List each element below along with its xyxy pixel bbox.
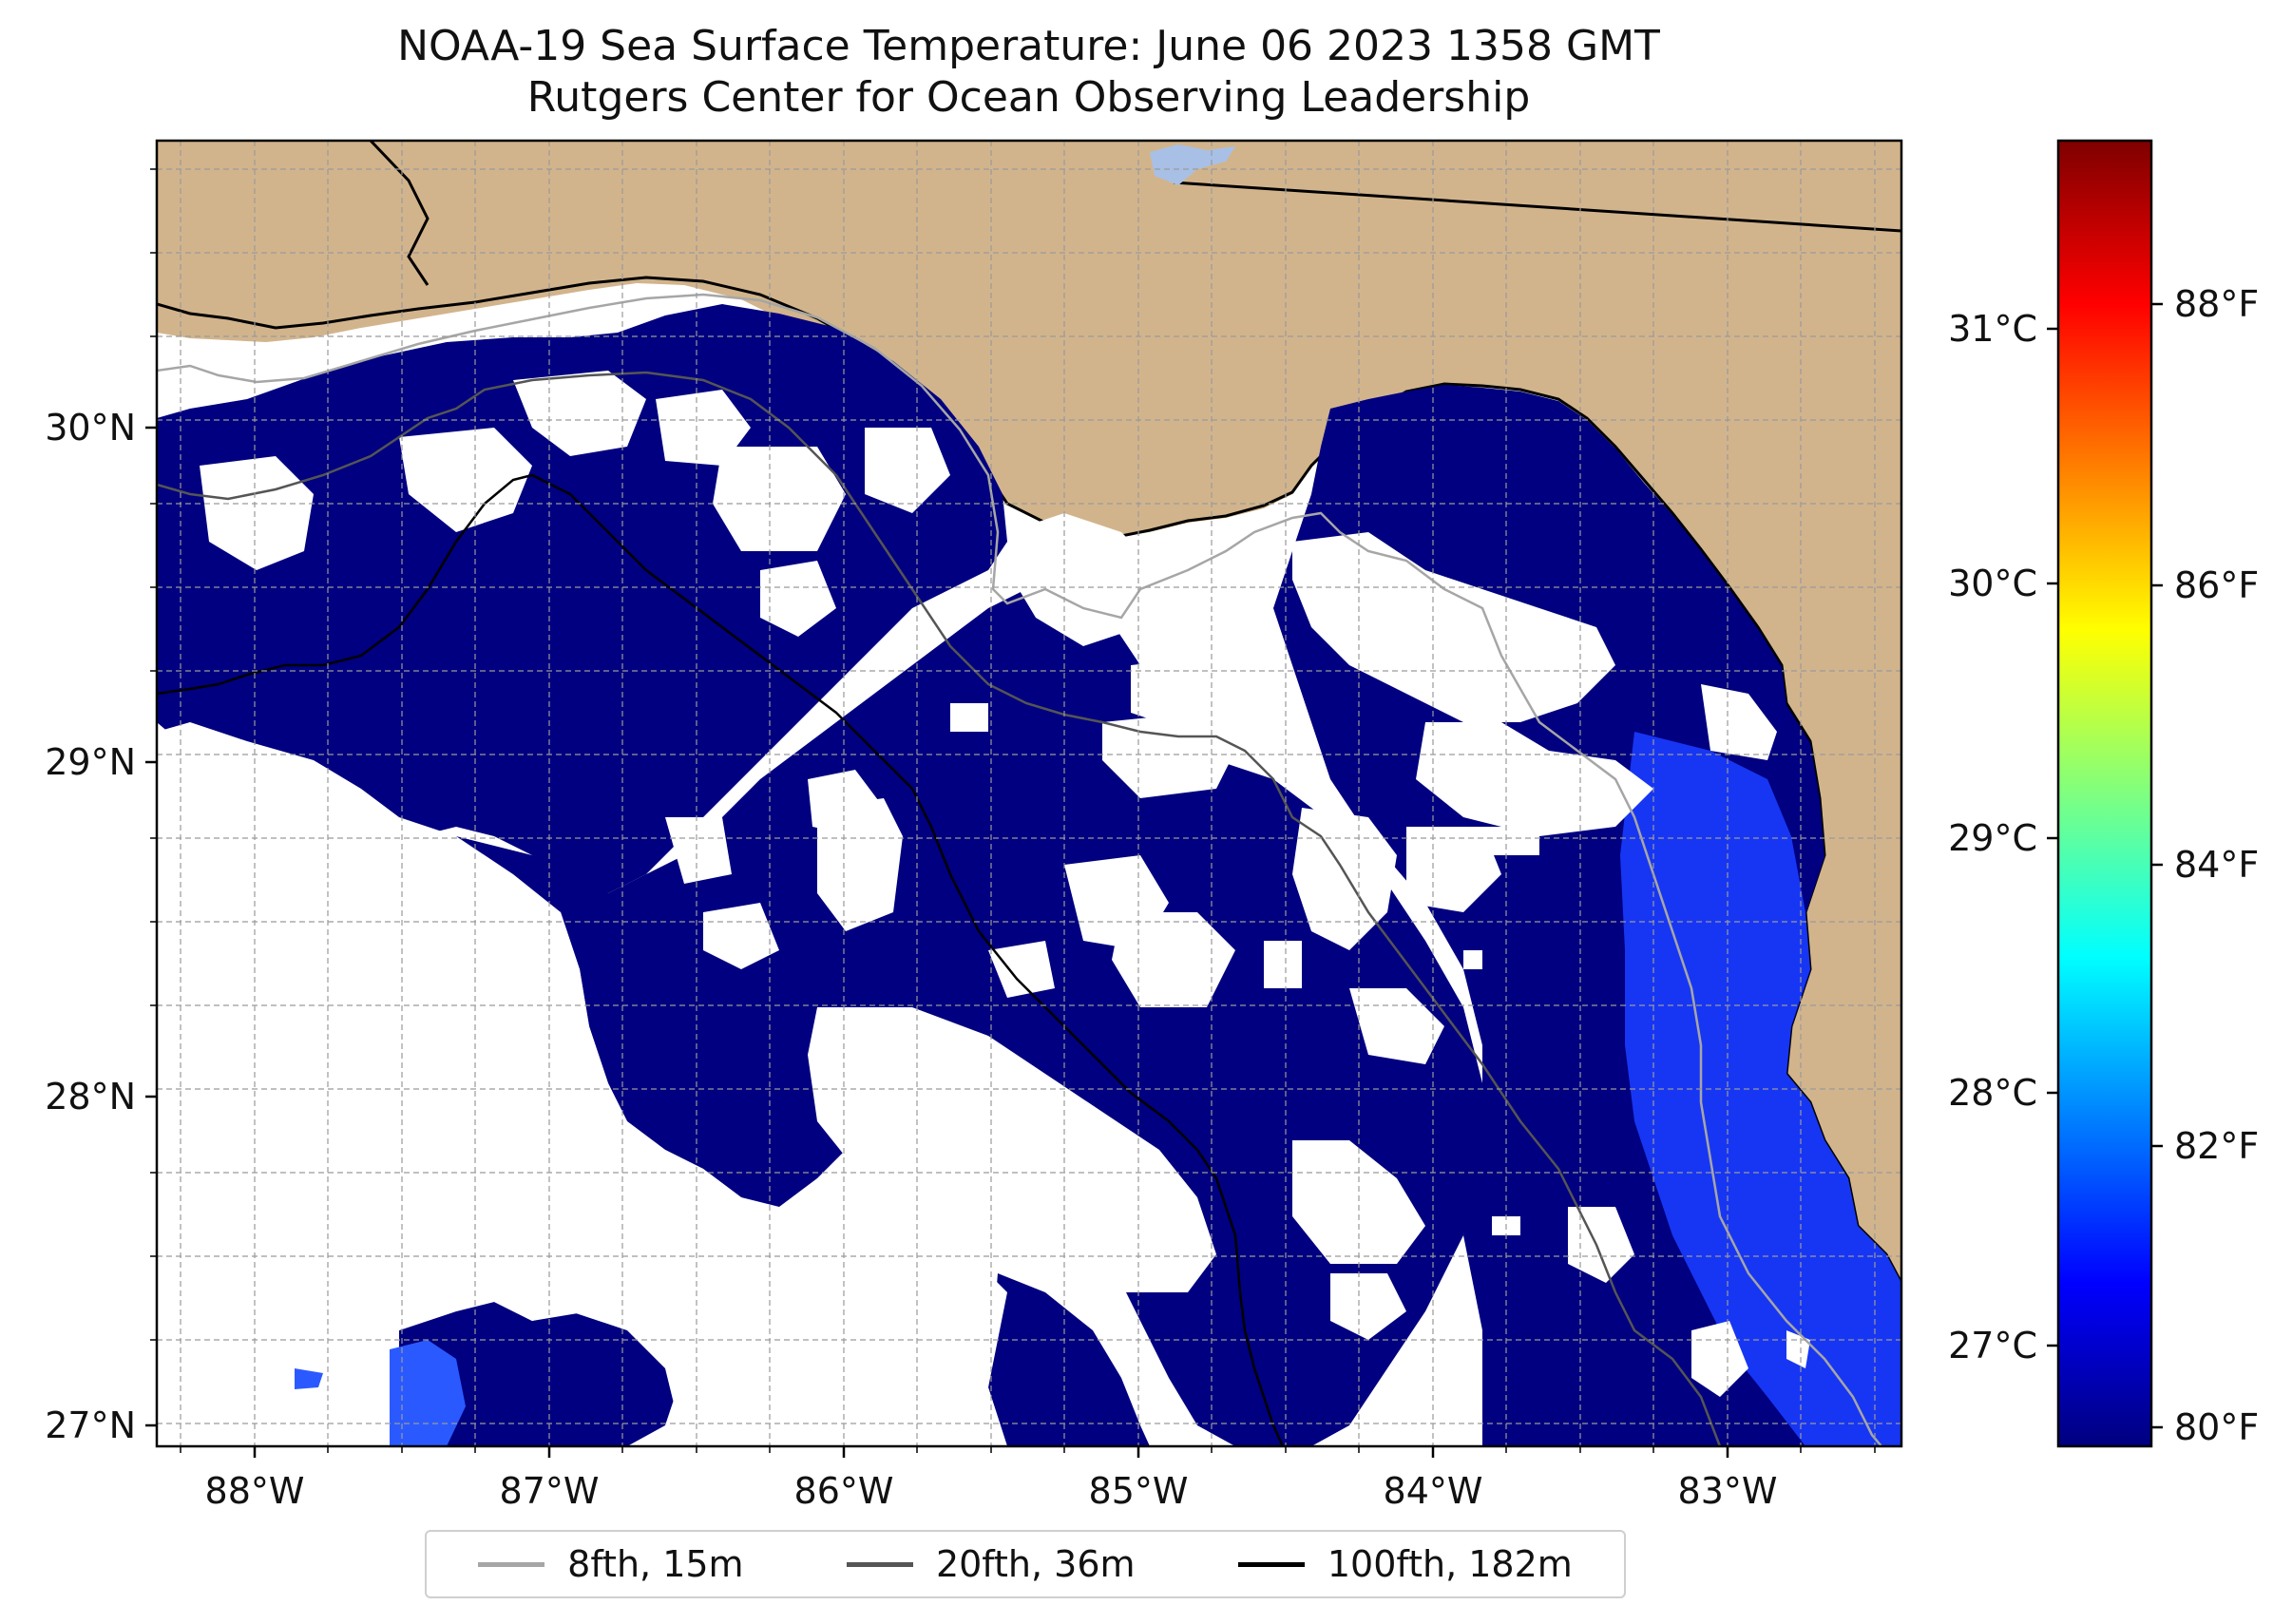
celsius-tick-label: 29°C bbox=[1948, 817, 2037, 859]
x-tick-label: 88°W bbox=[205, 1470, 305, 1512]
y-tick-label: 30°N bbox=[45, 407, 136, 449]
colorbar bbox=[2056, 139, 2153, 1448]
contour-20fth bbox=[157, 371, 1722, 1446]
legend-item-8fth: 8fth, 15m bbox=[478, 1543, 744, 1585]
legend-label: 8fth, 15m bbox=[567, 1543, 744, 1585]
lake bbox=[1150, 144, 1235, 185]
fahrenheit-tick-label: 84°F bbox=[2174, 844, 2259, 886]
celsius-tick-label: 28°C bbox=[1948, 1072, 2037, 1114]
y-tick-label: 28°N bbox=[45, 1076, 136, 1118]
colorbar-fahrenheit-labels: 88°F 86°F 84°F 82°F 80°F bbox=[2174, 283, 2259, 1448]
legend-label: 20fth, 36m bbox=[935, 1543, 1136, 1585]
colorbar-fahrenheit-ticks bbox=[2151, 302, 2163, 1429]
contour-legend: 8fth, 15m 20fth, 36m 100fth, 182m bbox=[425, 1530, 1626, 1598]
y-axis-labels: 30°N 29°N 28°N 27°N bbox=[45, 407, 136, 1446]
legend-label: 100fth, 182m bbox=[1327, 1543, 1573, 1585]
title-line-1: NOAA-19 Sea Surface Temperature: June 06… bbox=[397, 22, 1660, 70]
state-border-al bbox=[369, 141, 430, 286]
contour-8fth bbox=[157, 293, 1882, 1446]
map-area bbox=[157, 141, 1901, 1446]
celsius-tick-label: 27°C bbox=[1948, 1325, 2037, 1366]
y-axis-ticks bbox=[145, 426, 157, 1427]
contour-100fth bbox=[157, 473, 1285, 1446]
x-tick-label: 83°W bbox=[1678, 1470, 1778, 1512]
x-axis-ticks bbox=[253, 1446, 1729, 1458]
celsius-tick-label: 31°C bbox=[1948, 308, 2037, 350]
x-tick-label: 87°W bbox=[500, 1470, 600, 1512]
legend-item-100fth: 100fth, 182m bbox=[1237, 1543, 1573, 1585]
state-border bbox=[1173, 181, 1901, 233]
title-line-2: Rutgers Center for Ocean Observing Leade… bbox=[526, 73, 1531, 122]
map-frame bbox=[155, 139, 1903, 1448]
sst-water-south bbox=[399, 1302, 684, 1446]
celsius-tick-label: 30°C bbox=[1948, 563, 2037, 604]
x-tick-label: 84°W bbox=[1384, 1470, 1483, 1512]
fahrenheit-tick-label: 80°F bbox=[2174, 1406, 2259, 1448]
x-tick-label: 85°W bbox=[1089, 1470, 1189, 1512]
map-gridlines bbox=[157, 141, 1901, 1446]
colorbar-celsius-ticks bbox=[2047, 327, 2058, 1347]
legend-item-20fth: 20fth, 36m bbox=[846, 1543, 1136, 1585]
x-tick-label: 86°W bbox=[794, 1470, 894, 1512]
sst-water-south2 bbox=[988, 1273, 1150, 1446]
figure-title: NOAA-19 Sea Surface Temperature: June 06… bbox=[157, 21, 1900, 124]
sst-warm-water-sw bbox=[390, 1340, 466, 1446]
fahrenheit-tick-label: 82°F bbox=[2174, 1125, 2259, 1167]
legend-swatch-100fth bbox=[1237, 1561, 1305, 1567]
legend-swatch-8fth bbox=[478, 1561, 545, 1567]
y-tick-label: 27°N bbox=[45, 1404, 136, 1446]
y-tick-label: 29°N bbox=[45, 741, 136, 783]
x-axis-labels: 88°W 87°W 86°W 85°W 84°W 83°W bbox=[205, 1470, 1778, 1512]
x-axis-minor-ticks bbox=[180, 1446, 1876, 1453]
fahrenheit-tick-label: 86°F bbox=[2174, 564, 2259, 606]
fahrenheit-tick-label: 88°F bbox=[2174, 283, 2259, 325]
colorbar-celsius-labels: 31°C 30°C 29°C 28°C 27°C bbox=[1948, 308, 2037, 1366]
sst-warm-water-spot bbox=[295, 1368, 323, 1389]
y-axis-minor-ticks bbox=[150, 168, 157, 1341]
legend-swatch-20fth bbox=[846, 1561, 913, 1567]
sst-warm-water-fl bbox=[1620, 732, 1901, 1446]
sst-water-central bbox=[456, 570, 1482, 1446]
